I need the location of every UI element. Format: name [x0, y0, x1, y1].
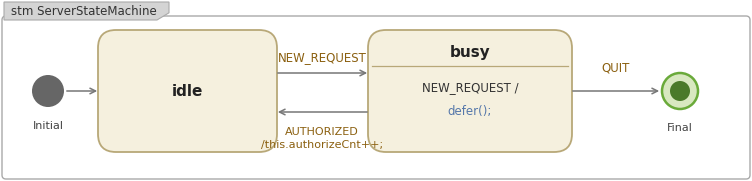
FancyBboxPatch shape [368, 30, 572, 152]
Text: NEW_REQUEST /: NEW_REQUEST / [422, 81, 518, 94]
Text: idle: idle [171, 83, 203, 98]
FancyBboxPatch shape [98, 30, 277, 152]
Circle shape [32, 75, 64, 107]
Circle shape [670, 81, 690, 101]
Text: Initial: Initial [32, 121, 63, 131]
Text: QUIT: QUIT [602, 62, 630, 75]
Text: Final: Final [667, 123, 693, 133]
Text: defer();: defer(); [447, 106, 493, 119]
FancyBboxPatch shape [2, 16, 750, 179]
Circle shape [662, 73, 698, 109]
Text: busy: busy [450, 45, 490, 60]
Text: AUTHORIZED
/this.authorizeCnt++;: AUTHORIZED /this.authorizeCnt++; [261, 127, 383, 150]
Text: NEW_REQUEST: NEW_REQUEST [277, 52, 366, 64]
Text: stm ServerStateMachine: stm ServerStateMachine [11, 5, 156, 18]
Polygon shape [4, 2, 169, 20]
